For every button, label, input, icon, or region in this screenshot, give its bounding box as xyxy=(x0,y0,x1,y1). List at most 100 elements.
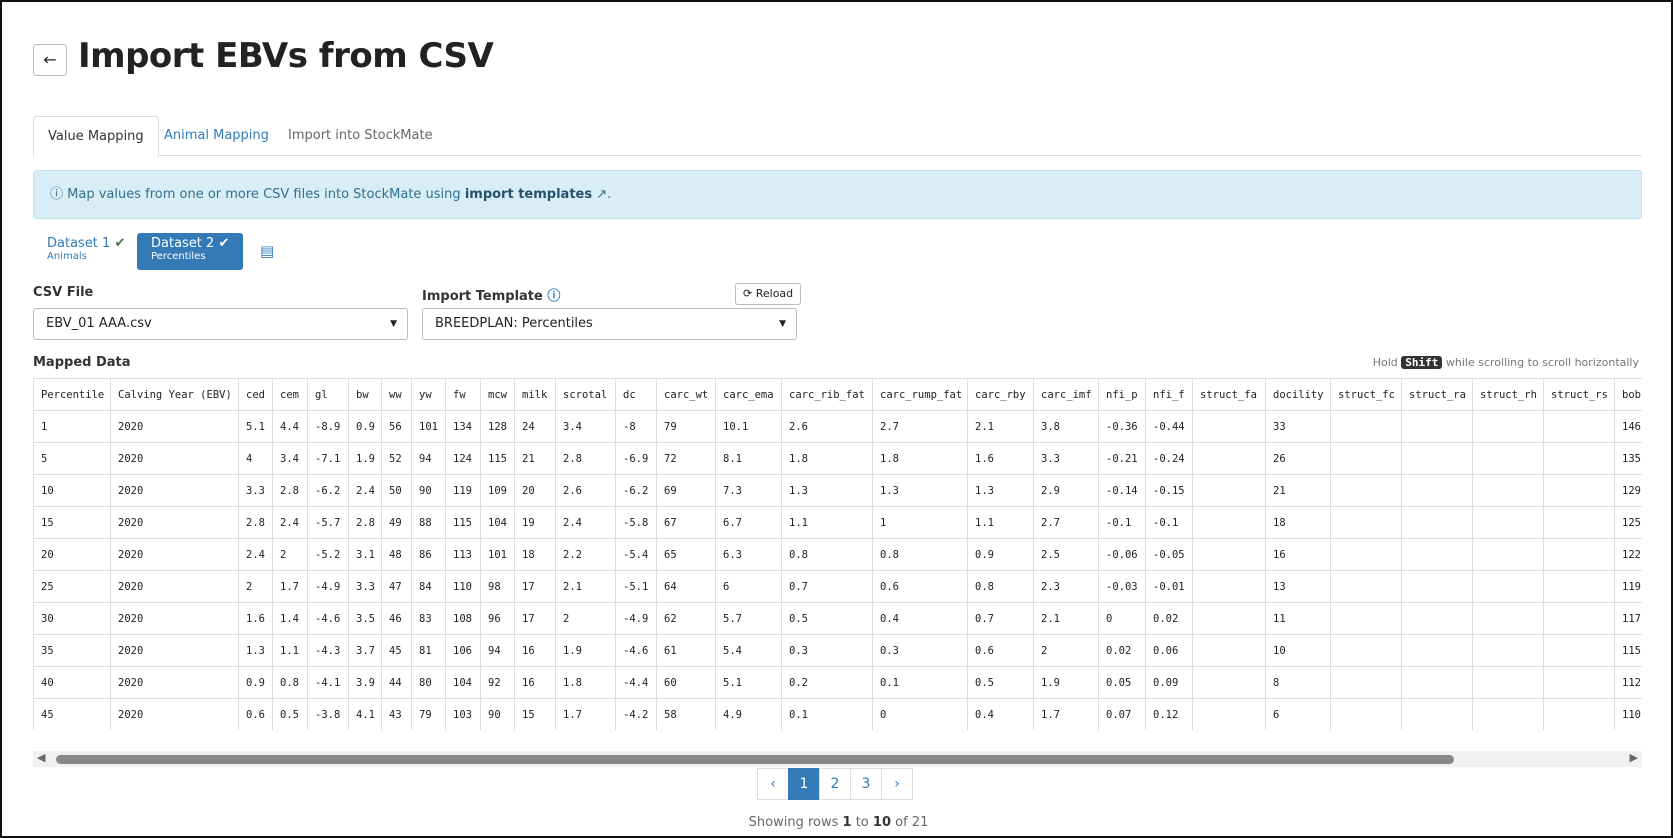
tab[interactable]: Value Mapping xyxy=(33,116,159,157)
table-cell: 0.6 xyxy=(872,570,968,603)
table-cell: 16 xyxy=(514,634,556,667)
table-cell: 15 xyxy=(33,506,111,539)
table-cell xyxy=(1543,474,1615,507)
table-cell xyxy=(1192,538,1266,571)
table-cell xyxy=(1543,538,1615,571)
reload-button[interactable]: ⟳ Reload xyxy=(735,283,802,305)
row-status: Showing rows 1 to 10 of 21 xyxy=(2,815,1671,830)
table-cell: 115 xyxy=(480,442,515,475)
table-cell: 90 xyxy=(480,698,515,730)
page-button[interactable]: 3 xyxy=(850,768,882,800)
table-cell: -4.6 xyxy=(307,602,349,635)
table-cell: -0.05 xyxy=(1145,538,1193,571)
table-cell: 3.5 xyxy=(348,602,382,635)
table-cell: 1 xyxy=(872,506,968,539)
table-cell: 3.1 xyxy=(348,538,382,571)
table-cell xyxy=(1401,442,1473,475)
table-cell: 128 xyxy=(480,410,515,443)
table-cell xyxy=(1330,666,1402,699)
add-dataset[interactable]: ▤ xyxy=(260,242,275,260)
table-cell: 3.4 xyxy=(555,410,616,443)
table-cell: -5.7 xyxy=(307,506,349,539)
hint-key: Shift xyxy=(1401,356,1443,369)
table-cell: 18 xyxy=(514,538,556,571)
page-button[interactable]: 1 xyxy=(788,768,820,800)
next-page[interactable]: › xyxy=(881,768,913,800)
prev-page[interactable]: ‹ xyxy=(757,768,789,800)
table-cell: 3.9 xyxy=(348,666,382,699)
table-cell: -0.03 xyxy=(1098,570,1146,603)
table-cell: 1.9 xyxy=(348,442,382,475)
table-row: 20 2020 2.4 2 -5.2 3.1 48 86 113 101 18 2.2 -5.4 65 6.… xyxy=(33,538,1642,571)
tab[interactable]: Animal Mapping xyxy=(164,128,269,143)
table-row: 25 2020 2 1.7 -4.9 3.3 47 84 110 98 17 2.1 -5.1 64 6 0.… xyxy=(33,570,1642,603)
table-cell: 4.9 xyxy=(715,698,782,730)
template-select[interactable]: BREEDPLAN: Percentiles ▼ xyxy=(422,308,797,340)
table-cell: 6.7 xyxy=(715,506,782,539)
table-cell: 119 xyxy=(445,474,481,507)
table-cell: 96 xyxy=(480,602,515,635)
table-cell: -0.21 xyxy=(1098,442,1146,475)
template-label-text: Import Template xyxy=(422,289,543,304)
table-cell xyxy=(1543,666,1615,699)
tab[interactable]: Import into StockMate xyxy=(288,128,433,143)
table-cell: 7.3 xyxy=(715,474,782,507)
table-cell xyxy=(1192,666,1266,699)
table-cell: 2.1 xyxy=(967,410,1034,443)
table-cell: 3.3 xyxy=(1033,442,1099,475)
column-header: struct_rh xyxy=(1472,378,1544,411)
table-cell: 90 xyxy=(411,474,446,507)
table-cell: -4.9 xyxy=(307,570,349,603)
dataset-tab[interactable]: Dataset 2 ✔ Percentiles xyxy=(137,233,244,270)
table-cell: 0.7 xyxy=(967,602,1034,635)
table-cell: 5 xyxy=(33,442,111,475)
table-cell: 81 xyxy=(411,634,446,667)
table-cell: 21 xyxy=(1265,474,1331,507)
table-cell: 2.8 xyxy=(272,474,308,507)
table-cell: 25 xyxy=(33,570,111,603)
table-cell: 113 xyxy=(445,538,481,571)
table-cell: -4.2 xyxy=(615,698,657,730)
column-header: struct_rs xyxy=(1543,378,1615,411)
table-cell: 104 xyxy=(445,666,481,699)
table-cell: 4 xyxy=(238,442,273,475)
table-cell: 2.1 xyxy=(555,570,616,603)
status-to-word: to xyxy=(855,815,869,830)
info-end: . xyxy=(607,187,612,202)
scrollbar[interactable]: ◀ ▶ xyxy=(33,751,1642,767)
table-wrap: Percentile Calving Year (EBV) ced cem gl bw ww… xyxy=(33,378,1642,730)
csv-value: EBV_01 AAA.csv xyxy=(46,316,152,331)
info-link[interactable]: import templates xyxy=(464,187,593,202)
table-cell: 18 xyxy=(1265,506,1331,539)
table-cell: 2020 xyxy=(110,538,239,571)
table-cell xyxy=(1192,570,1266,603)
table-cell: 46 xyxy=(381,602,412,635)
table-cell: 0.9 xyxy=(348,410,382,443)
table-cell: 10.1 xyxy=(715,410,782,443)
column-header: carc_rump_fat xyxy=(872,378,968,411)
table-cell: 16 xyxy=(514,666,556,699)
table-cell: 50 xyxy=(381,474,412,507)
table-cell: -7.1 xyxy=(307,442,349,475)
table-cell xyxy=(1192,410,1266,443)
column-header: struct_ra xyxy=(1401,378,1473,411)
scroll-thumb[interactable] xyxy=(56,755,1454,764)
table-cell: 2020 xyxy=(110,570,239,603)
table-cell: 0.4 xyxy=(872,602,968,635)
csv-select[interactable]: EBV_01 AAA.csv ▼ xyxy=(33,308,408,340)
table-cell: 79 xyxy=(411,698,446,730)
table-cell: 48 xyxy=(381,538,412,571)
table-cell: 1.8 xyxy=(781,442,873,475)
table-cell: 19 xyxy=(514,506,556,539)
column-header: ww xyxy=(381,378,412,411)
table-cell: 2 xyxy=(238,570,273,603)
table-cell xyxy=(1543,634,1615,667)
table-cell xyxy=(1192,602,1266,635)
table-cell: 2.7 xyxy=(872,410,968,443)
table-cell: 2.7 xyxy=(1033,506,1099,539)
dataset-tab[interactable]: Dataset 1 ✔ Animals xyxy=(47,236,126,262)
column-header: carc_imf xyxy=(1033,378,1099,411)
back-button[interactable]: ← xyxy=(33,44,67,76)
page-button[interactable]: 2 xyxy=(819,768,851,800)
table-cell: 43 xyxy=(381,698,412,730)
